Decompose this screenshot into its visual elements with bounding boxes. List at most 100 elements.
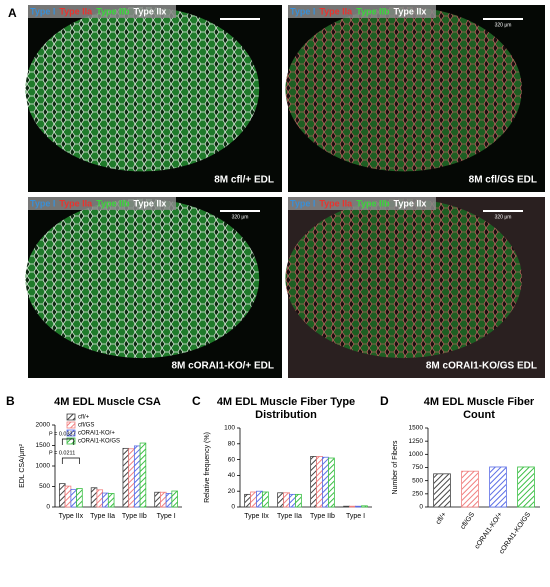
stain-legend: Type IIa bbox=[319, 6, 353, 16]
y-tick-label: 0 bbox=[419, 504, 423, 511]
bar bbox=[90, 487, 98, 508]
y-tick-label: 0 bbox=[231, 504, 235, 511]
stain-legend: Type IIa bbox=[59, 6, 93, 16]
y-tick-label: 2000 bbox=[36, 422, 51, 429]
image-caption: 8M cfl/+ EDL bbox=[214, 175, 274, 186]
bar bbox=[165, 493, 173, 508]
bar bbox=[433, 473, 451, 508]
x-tick-label: cORAI1-KO/+ bbox=[474, 511, 504, 550]
y-tick-label: 1000 bbox=[409, 451, 424, 458]
y-tick-label: 20 bbox=[228, 488, 236, 495]
stain-legend: Type I bbox=[290, 6, 315, 16]
bar bbox=[343, 505, 350, 508]
muscle-section bbox=[285, 198, 522, 359]
panel-label: B bbox=[6, 394, 15, 408]
muscle-section bbox=[285, 6, 522, 172]
bar bbox=[262, 491, 269, 508]
stain-legend: Type IIb bbox=[356, 198, 390, 208]
bar bbox=[154, 491, 161, 508]
stain-legend: Type IIx bbox=[134, 6, 167, 16]
bar bbox=[122, 447, 130, 508]
y-axis-label: EDL CSA/μm² bbox=[19, 443, 26, 488]
bar bbox=[328, 457, 335, 508]
y-tick-label: 1500 bbox=[36, 442, 51, 449]
bar bbox=[70, 488, 77, 508]
p-value: P = 0.0337 bbox=[49, 431, 76, 437]
stain-legend: Type I bbox=[290, 198, 315, 208]
bar bbox=[322, 456, 329, 508]
stain-legend: Type I bbox=[30, 6, 55, 16]
x-tick-label: Type IIx bbox=[59, 513, 84, 520]
x-tick-label: Type I bbox=[346, 513, 365, 520]
x-tick-label: Type IIa bbox=[90, 513, 115, 520]
bar bbox=[76, 488, 83, 508]
muscle-section bbox=[25, 6, 260, 172]
x-tick-label: cORAI1-KO/GS bbox=[498, 511, 532, 555]
p-value: P = 0.0211 bbox=[49, 450, 75, 456]
y-tick-label: 250 bbox=[412, 491, 423, 498]
y-tick-label: 1000 bbox=[36, 463, 51, 470]
chart-title: 4M EDL Muscle Fiber Type Distribution bbox=[216, 396, 356, 421]
scale-label: 320 μm bbox=[232, 214, 249, 220]
bar bbox=[256, 490, 263, 508]
image-caption: 8M cORAI1-KO/+ EDL bbox=[171, 361, 274, 372]
bar bbox=[461, 470, 479, 508]
y-tick-label: 0 bbox=[46, 504, 50, 511]
chart-title: 4M EDL Muscle CSA bbox=[54, 396, 161, 408]
legend-label: cORAI1-KO/+ bbox=[78, 431, 115, 437]
x-tick-label: Type IIb bbox=[310, 513, 335, 520]
scale-label: 320 μm bbox=[495, 22, 512, 28]
stain-legend: Type IIb bbox=[96, 198, 130, 208]
x-tick-label: Type IIa bbox=[277, 513, 302, 520]
y-tick-label: 750 bbox=[412, 464, 423, 471]
bar bbox=[277, 492, 284, 508]
x-tick-label: Type I bbox=[157, 513, 176, 520]
y-tick-label: 100 bbox=[224, 425, 235, 432]
legend-strip bbox=[28, 197, 176, 210]
image-caption: 8M cORAI1-KO/GS EDL bbox=[426, 361, 537, 372]
panel-label: D bbox=[380, 394, 389, 408]
bar bbox=[316, 456, 323, 508]
y-tick-label: 1250 bbox=[409, 438, 424, 445]
bar bbox=[517, 466, 535, 508]
bar bbox=[283, 492, 290, 508]
bar bbox=[133, 445, 141, 508]
y-tick-label: 40 bbox=[228, 472, 236, 479]
y-axis-label: Relative frequency (%) bbox=[204, 432, 211, 503]
y-tick-label: 500 bbox=[39, 483, 50, 490]
y-tick-label: 500 bbox=[412, 477, 423, 484]
y-tick-label: 1500 bbox=[409, 425, 424, 432]
panel-label: C bbox=[192, 394, 201, 408]
bar bbox=[244, 493, 251, 508]
legend-label: cfl/+ bbox=[78, 415, 90, 421]
x-tick-label: cfl/+ bbox=[435, 511, 448, 526]
legend-swatch bbox=[66, 429, 76, 437]
bar bbox=[349, 505, 356, 508]
y-tick-label: 80 bbox=[228, 441, 236, 448]
scale-label: 320 μm bbox=[495, 214, 512, 220]
bar bbox=[107, 493, 115, 508]
y-axis-label: Number of Fibers bbox=[392, 440, 399, 495]
bar bbox=[139, 442, 147, 508]
bar bbox=[361, 505, 368, 508]
x-tick-label: Type IIb bbox=[122, 513, 147, 520]
legend-swatch bbox=[66, 421, 76, 429]
bar bbox=[59, 483, 66, 508]
legend-swatch bbox=[66, 413, 76, 421]
bar bbox=[128, 448, 135, 508]
bar bbox=[355, 505, 362, 508]
x-tick-label: cfl/GS bbox=[459, 511, 476, 531]
legend-label: cfl/GS bbox=[78, 423, 94, 429]
legend-label: cORAI1-KO/GS bbox=[78, 439, 120, 445]
bar bbox=[171, 490, 178, 508]
bar bbox=[160, 491, 167, 508]
significance-bracket bbox=[61, 438, 75, 445]
stain-legend: Type IIa bbox=[59, 198, 93, 208]
legend-strip bbox=[288, 5, 436, 18]
legend-strip bbox=[28, 5, 176, 18]
bar bbox=[289, 493, 296, 508]
chart-title: 4M EDL Muscle Fiber Count bbox=[423, 396, 535, 421]
bar bbox=[310, 456, 317, 508]
